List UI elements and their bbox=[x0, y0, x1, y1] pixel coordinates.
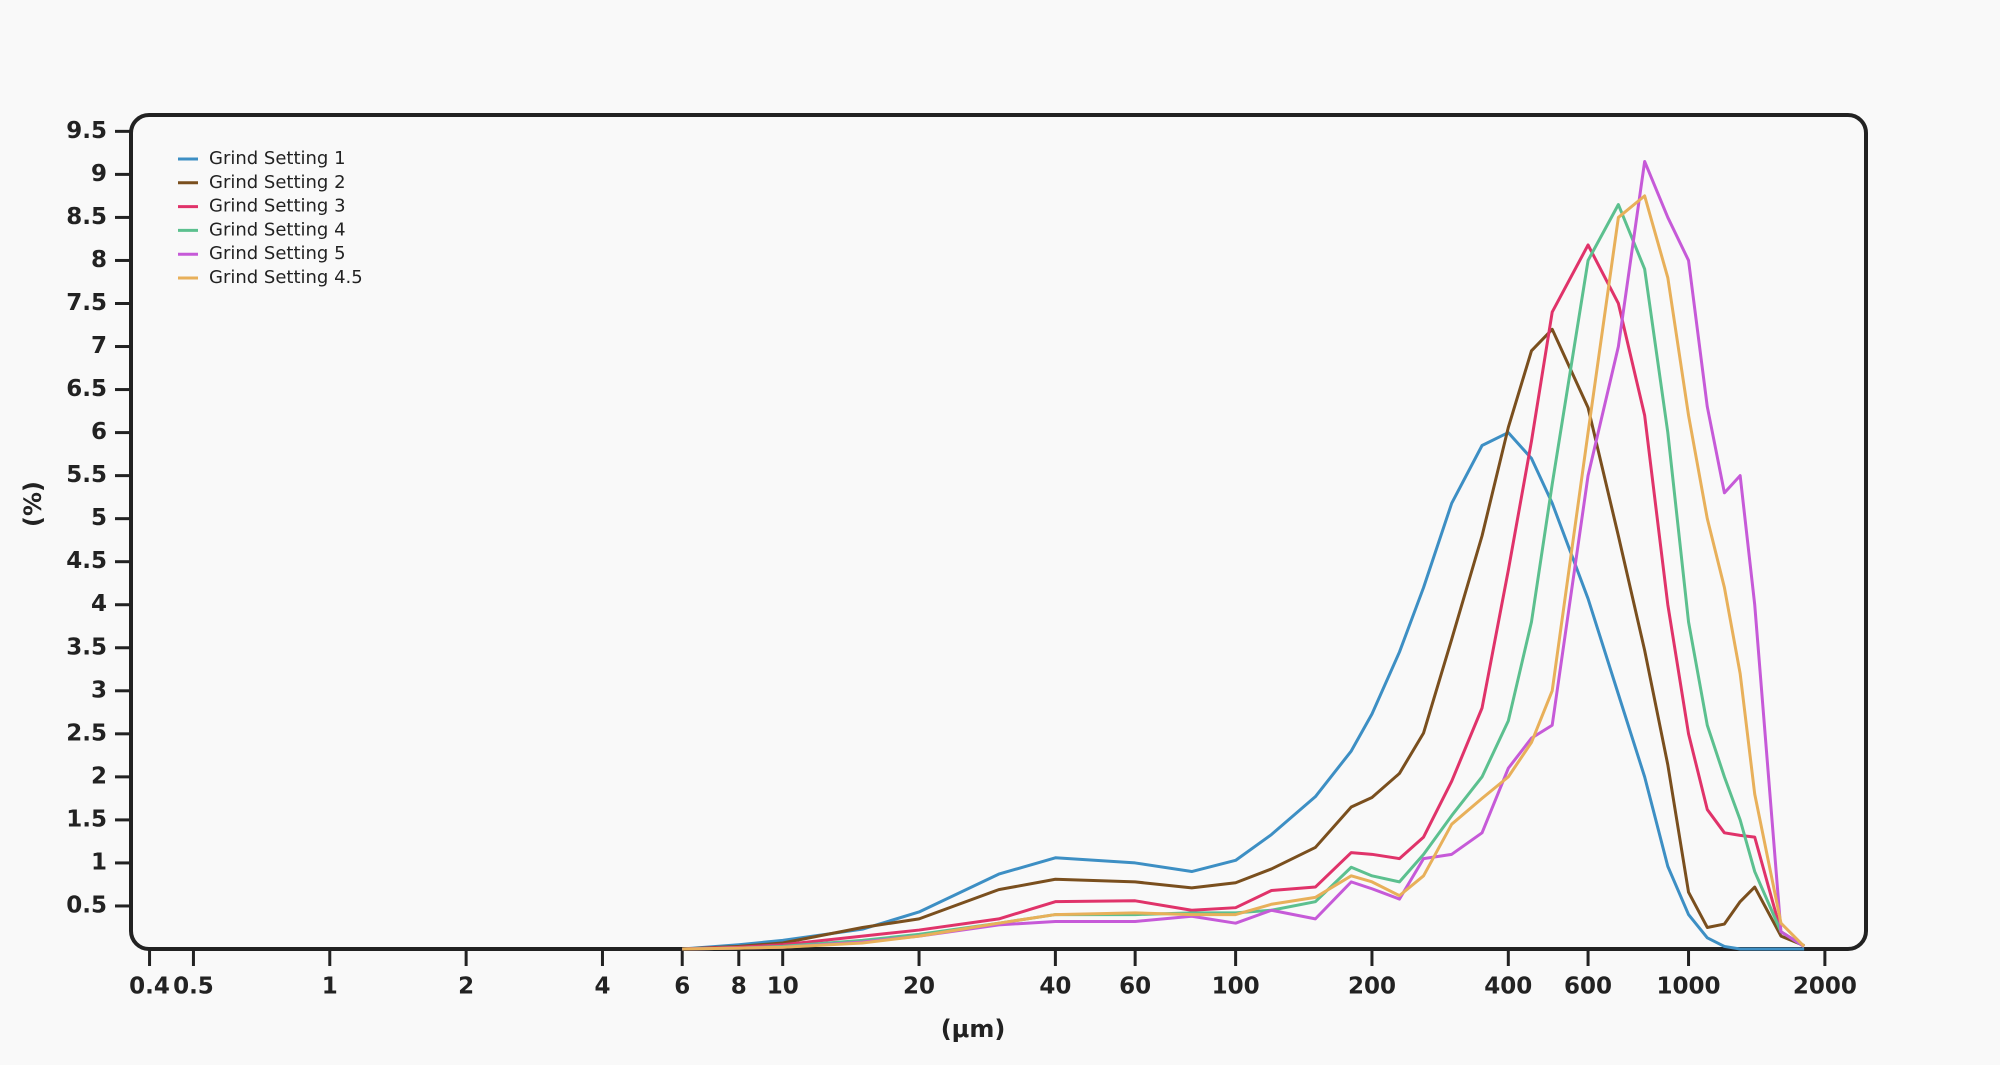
x-tick-label: 6 bbox=[674, 974, 690, 1000]
legend-label: Grind Setting 4.5 bbox=[209, 267, 363, 288]
y-tick-label: 7 bbox=[91, 333, 107, 359]
y-tick-label: 2 bbox=[91, 763, 107, 789]
x-axis-title: (μm) bbox=[941, 1015, 1006, 1043]
y-tick-label: 1 bbox=[91, 849, 107, 875]
y-tick-label: 6.5 bbox=[66, 376, 107, 402]
y-tick-label: 4 bbox=[91, 591, 107, 617]
x-tick-label: 0.5 bbox=[173, 974, 214, 1000]
y-axis-title: (%) bbox=[19, 481, 47, 527]
series-line bbox=[682, 203, 1805, 951]
x-tick-label: 400 bbox=[1484, 974, 1532, 1000]
series-line bbox=[682, 431, 1805, 951]
x-tick-label: 10 bbox=[767, 974, 799, 1000]
x-tick-label: 600 bbox=[1564, 974, 1612, 1000]
legend-label: Grind Setting 1 bbox=[209, 148, 346, 169]
series-line bbox=[682, 194, 1806, 951]
x-tick-label: 4 bbox=[594, 974, 610, 1000]
y-tick-label: 5 bbox=[91, 505, 107, 531]
x-tick-label: 100 bbox=[1212, 974, 1260, 1000]
y-tick-label: 9 bbox=[91, 161, 107, 187]
plot-frame bbox=[129, 113, 1868, 951]
y-tick-label: 8 bbox=[91, 247, 107, 273]
y-tick-label: 6 bbox=[91, 419, 107, 445]
y-tick-label: 8.5 bbox=[66, 204, 107, 230]
y-tick-label: 4.5 bbox=[66, 548, 107, 574]
y-tick-label: 3 bbox=[91, 677, 107, 703]
x-tick-label: 20 bbox=[903, 974, 935, 1000]
x-tick-label: 40 bbox=[1039, 974, 1071, 1000]
x-tick-label: 2000 bbox=[1793, 974, 1857, 1000]
x-tick-label: 60 bbox=[1119, 974, 1151, 1000]
series-line bbox=[682, 327, 1805, 951]
y-tick-label: 2.5 bbox=[66, 720, 107, 746]
x-tick-label: 2 bbox=[458, 974, 474, 1000]
x-tick-label: 8 bbox=[731, 974, 747, 1000]
legend-label: Grind Setting 2 bbox=[209, 172, 346, 193]
y-tick-label: 5.5 bbox=[66, 462, 107, 488]
legend-label: Grind Setting 5 bbox=[209, 243, 346, 264]
legend-label: Grind Setting 3 bbox=[209, 196, 346, 217]
legend-label: Grind Setting 4 bbox=[209, 219, 346, 240]
y-tick-label: 3.5 bbox=[66, 634, 107, 660]
y-tick-label: 7.5 bbox=[66, 290, 107, 316]
x-tick-label: 200 bbox=[1348, 974, 1396, 1000]
x-tick-label: 0.4 bbox=[129, 974, 170, 1000]
y-tick-label: 1.5 bbox=[66, 806, 107, 832]
x-tick-label: 1000 bbox=[1657, 974, 1721, 1000]
x-tick-label: 1 bbox=[322, 974, 338, 1000]
series-line bbox=[682, 243, 1805, 951]
y-tick-label: 9.5 bbox=[66, 118, 107, 144]
series-line bbox=[682, 159, 1805, 951]
y-tick-label: 0.5 bbox=[66, 892, 107, 918]
